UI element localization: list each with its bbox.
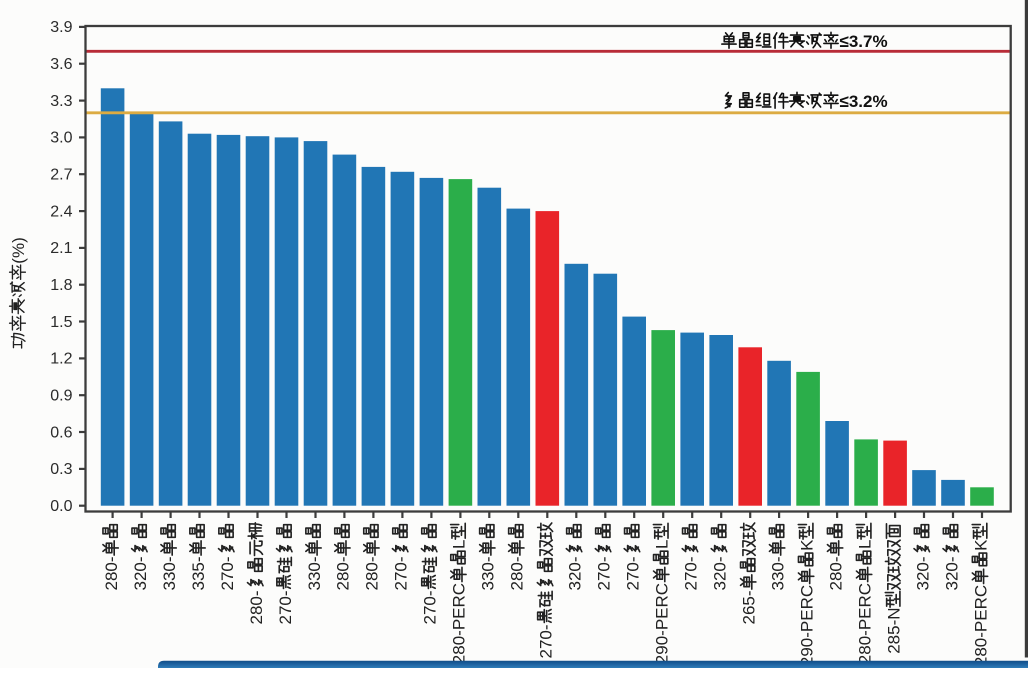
svg-text:330-: 330- bbox=[160, 556, 179, 590]
svg-text:1.2: 1.2 bbox=[50, 351, 72, 368]
svg-text:270-: 270- bbox=[218, 556, 237, 590]
svg-text:3.3: 3.3 bbox=[50, 93, 72, 110]
svg-text:270-: 270- bbox=[537, 624, 556, 658]
svg-text:≤3.7%: ≤3.7% bbox=[840, 32, 888, 51]
svg-text:L: L bbox=[855, 540, 874, 549]
svg-text:1.8: 1.8 bbox=[50, 277, 72, 294]
svg-text:K: K bbox=[971, 539, 990, 551]
svg-text:265-: 265- bbox=[740, 590, 759, 624]
svg-text:280-: 280- bbox=[508, 556, 527, 590]
svg-text:270-: 270- bbox=[276, 590, 295, 624]
svg-text:280-PERC: 280-PERC bbox=[855, 583, 874, 664]
svg-text:330-: 330- bbox=[305, 556, 324, 590]
svg-text:0.3: 0.3 bbox=[50, 461, 72, 478]
svg-text:2.4: 2.4 bbox=[50, 203, 72, 220]
svg-text:280-: 280- bbox=[334, 556, 353, 590]
svg-text:270-: 270- bbox=[421, 590, 440, 624]
svg-text:280-PERC: 280-PERC bbox=[450, 583, 469, 664]
svg-text:330-: 330- bbox=[479, 556, 498, 590]
svg-text:3.6: 3.6 bbox=[50, 56, 72, 73]
svg-text:280-: 280- bbox=[363, 556, 382, 590]
svg-text:320-: 320- bbox=[131, 556, 150, 590]
svg-text:1.5: 1.5 bbox=[50, 314, 72, 331]
svg-text:L: L bbox=[653, 540, 672, 549]
svg-text:270-: 270- bbox=[682, 556, 701, 590]
svg-text:280-: 280- bbox=[102, 556, 121, 590]
svg-text:320-: 320- bbox=[711, 556, 730, 590]
svg-text:330-: 330- bbox=[768, 556, 787, 590]
svg-text:335-: 335- bbox=[189, 556, 208, 590]
svg-text:280-PERC: 280-PERC bbox=[971, 585, 990, 666]
svg-text:2.1: 2.1 bbox=[50, 240, 72, 257]
svg-text:≤3.2%: ≤3.2% bbox=[840, 92, 888, 111]
svg-text:320-: 320- bbox=[913, 556, 932, 590]
svg-text:280-: 280- bbox=[247, 590, 266, 624]
svg-text:270-: 270- bbox=[392, 556, 411, 590]
svg-text:(%): (%) bbox=[9, 237, 28, 263]
svg-text:K: K bbox=[797, 539, 816, 551]
svg-text:290-PERC: 290-PERC bbox=[797, 585, 816, 666]
svg-text:3.9: 3.9 bbox=[50, 19, 72, 36]
svg-text:0.0: 0.0 bbox=[50, 498, 72, 515]
svg-text:320-: 320- bbox=[566, 556, 585, 590]
svg-text:280-: 280- bbox=[826, 556, 845, 590]
svg-text:3.0: 3.0 bbox=[50, 130, 72, 147]
svg-text:L: L bbox=[450, 540, 469, 549]
svg-text:0.6: 0.6 bbox=[50, 424, 72, 441]
svg-text:285-N: 285-N bbox=[884, 607, 903, 653]
svg-text:270-: 270- bbox=[595, 556, 614, 590]
svg-text:2.7: 2.7 bbox=[50, 167, 72, 184]
svg-text:320-: 320- bbox=[942, 556, 961, 590]
svg-text:270-: 270- bbox=[624, 556, 643, 590]
svg-text:290-PERC: 290-PERC bbox=[653, 583, 672, 664]
svg-text:0.9: 0.9 bbox=[50, 388, 72, 405]
